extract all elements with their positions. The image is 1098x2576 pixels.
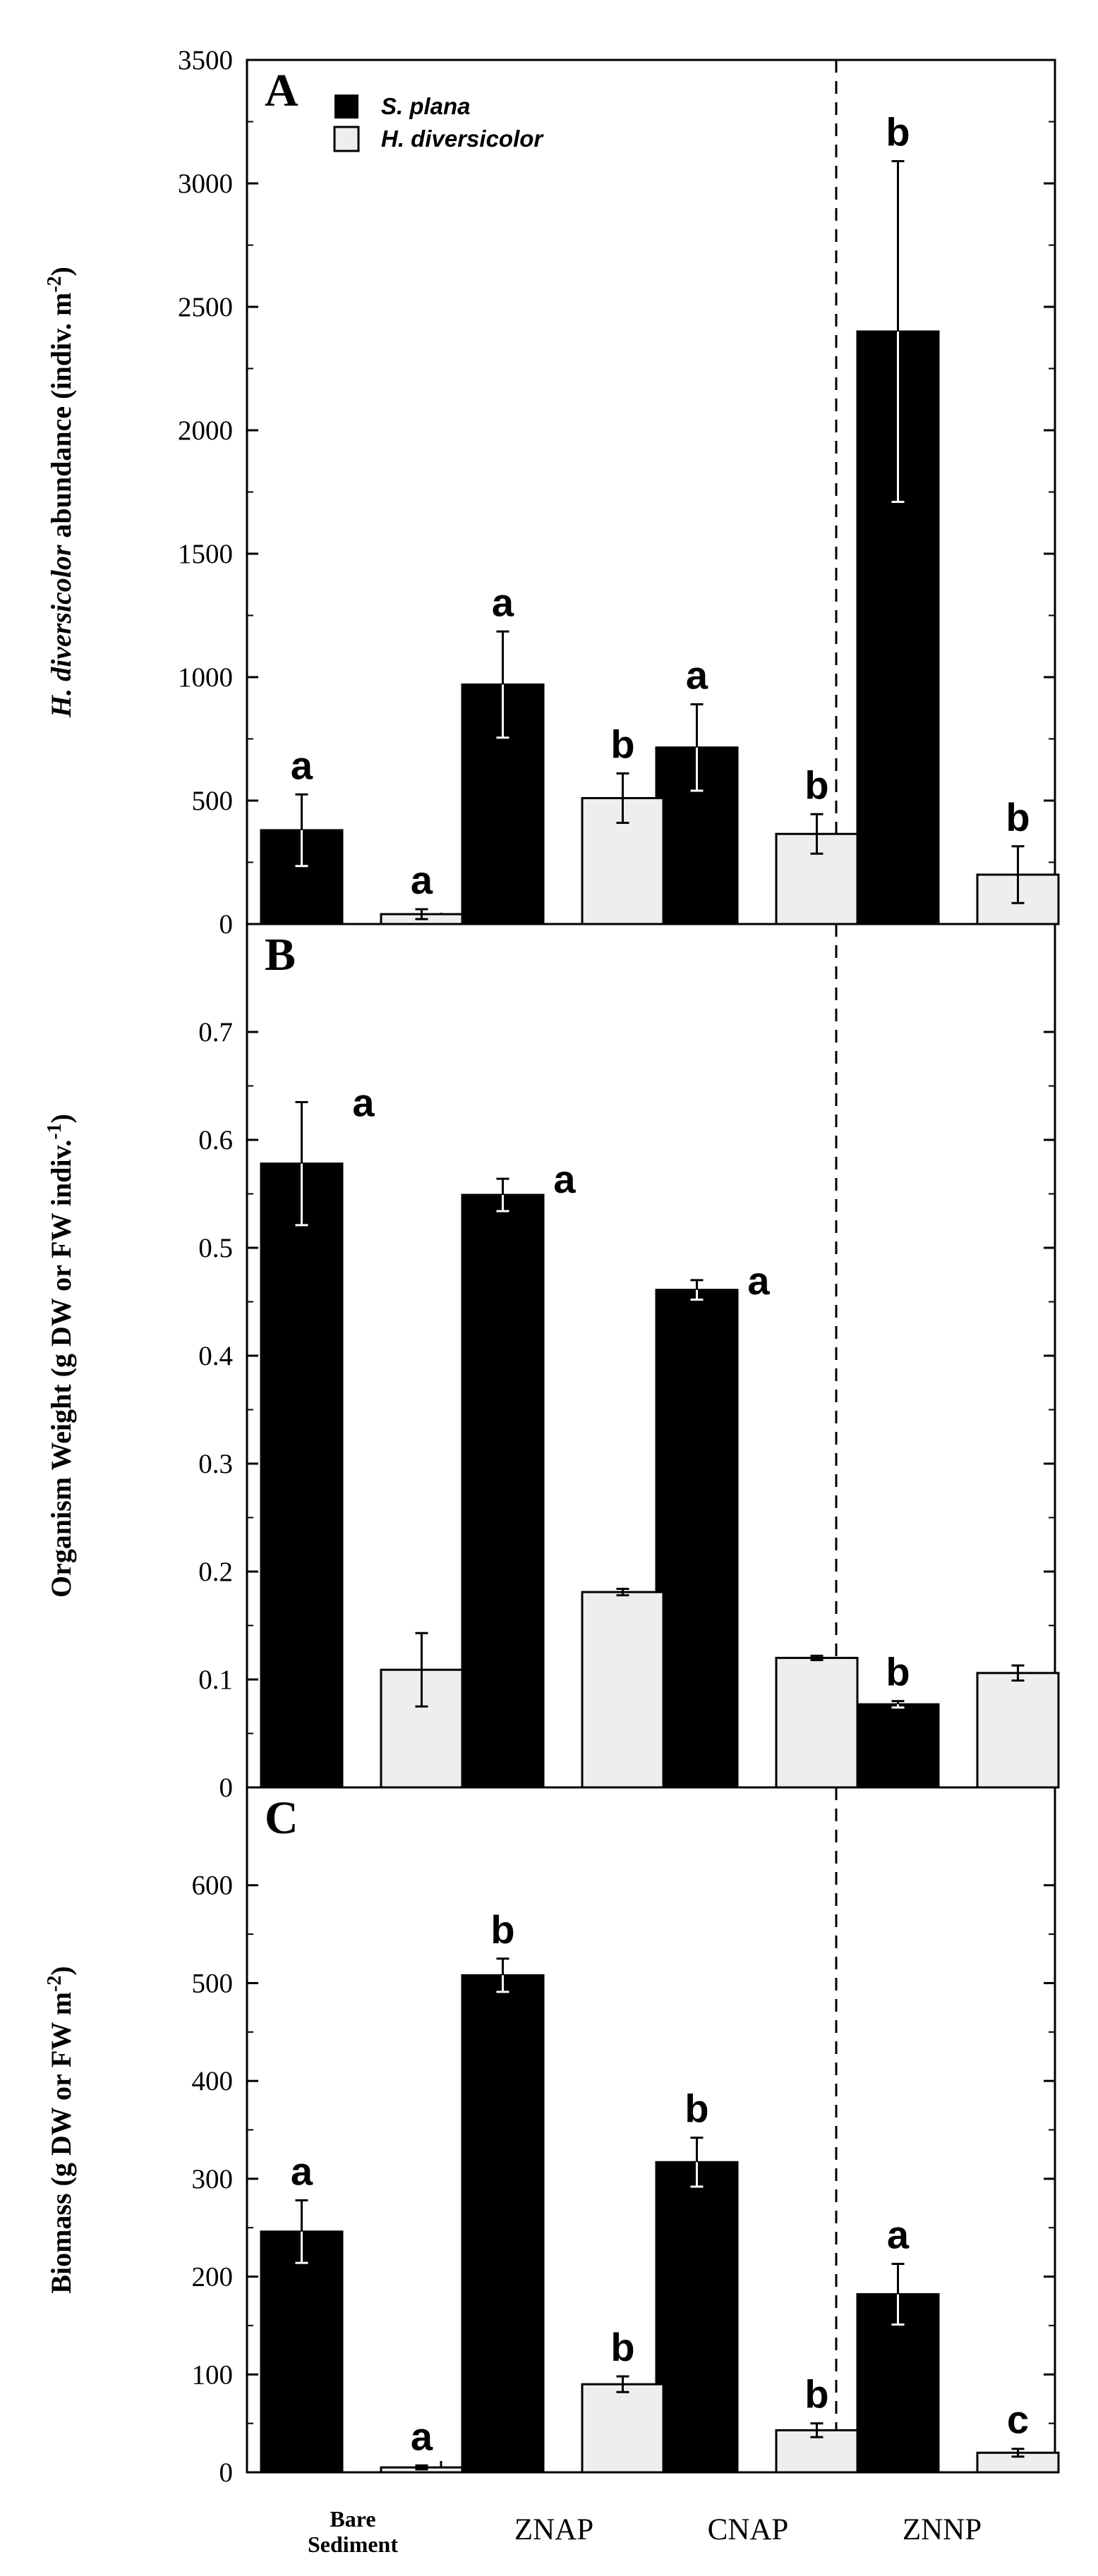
y-axis-title-end: ) [45,267,77,276]
significance-letter: a [747,1258,770,1303]
y-tick-label: 0.4 [198,1341,233,1371]
h-diversicolor-bar [581,2383,665,2474]
panel-c: 0 100 200 300 400 500 600 a b b a a b b c C Biomass (g D… [44,1786,1060,2488]
significance-letter: b [804,763,828,807]
significance-letter: a [291,743,313,787]
y-tick-label: 200 [192,2262,234,2292]
h-diversicolor-bar [976,1672,1060,1789]
x-label-znap: ZNAP [514,2513,593,2546]
x-label-bare-line1: Bare [330,2506,375,2532]
significance-letter: a [887,2213,910,2257]
legend-swatch-h-diversicolor [333,126,360,152]
s-plana-bar [260,2230,344,2474]
significance-letter: a [411,2414,433,2458]
panel-a: 0 500 1000 1500 2000 2500 3000 3500 a a a b a b b b A H. … [44,45,1060,940]
y-axis-title-end: ) [45,1114,77,1123]
y-tick-label: 400 [192,2066,234,2096]
y-tick-label: 0 [219,2457,234,2488]
s-plana-bar [856,1703,940,1789]
y-tick-label: 0 [219,1773,234,1803]
significance-letter: b [610,722,634,767]
y-axis-title-superscript: -2 [44,276,66,292]
significance-letter: a [492,580,514,624]
significance-letter: a [411,858,433,902]
x-label-znnp: ZNNP [903,2513,982,2546]
y-tick-label: 300 [192,2164,234,2194]
s-plana-bar [461,1193,545,1789]
panel-letter: C [265,1792,298,1844]
panels: 0500100015002000250030003500aaababbbAH. … [44,45,1060,2488]
s-plana-bar [461,1974,545,2474]
legend-label-h-diversicolor: H. diversicolor [381,126,544,152]
y-tick-label: 0.1 [198,1665,233,1695]
y-axis-title-text: abundance (indiv. m [45,293,77,545]
y-axis-title: Organism Weight (g DW or FW indiv.-1) [44,1114,77,1598]
significance-letter: a [352,1080,375,1124]
panel-b: 0 0.1 0.2 0.3 0.4 0.5 0.6 0.7 a a a b B Organism Weig… [44,923,1060,1803]
y-axis-title-text: Biomass (g DW or FW m [45,1992,77,2294]
significance-letter: b [610,2325,634,2369]
h-diversicolor-bar [775,1656,859,1789]
legend-label-s-plana: S. plana [381,93,471,119]
y-tick-label: 3500 [178,45,233,75]
y-axis-title: Biomass (g DW or FW m-2) [44,1966,77,2293]
significance-letter: b [1006,795,1030,839]
y-tick-label: 0.2 [198,1557,233,1587]
h-diversicolor-bar [581,1591,665,1789]
y-tick-label: 0.6 [198,1125,233,1155]
y-axis-title-text: Organism Weight (g DW or FW indiv. [45,1140,77,1598]
significance-letter: b [490,1907,514,1952]
s-plana-bar [655,1289,739,1789]
x-label-cnap: CNAP [708,2513,789,2546]
y-tick-label: 1000 [178,662,233,693]
y-tick-label: 0.3 [198,1449,233,1479]
significance-letter: b [684,2086,708,2131]
y-tick-label: 0.5 [198,1233,233,1263]
significance-letter: a [686,653,708,698]
h-diversicolor-bar [775,2429,859,2474]
y-tick-label: 0 [219,909,234,940]
y-tick-label: 500 [192,1968,234,1998]
panel-letter: B [265,929,296,980]
y-tick-label: 1500 [178,539,233,569]
y-tick-label: 2000 [178,415,233,446]
y-axis-title-italic: H. diversicolor [45,545,77,718]
significance-letter: b [804,2372,828,2417]
x-category-labels: Bare Sediment ZNAP CNAP ZNNP [308,2506,982,2557]
significance-letter: a [553,1157,576,1201]
y-axis-title-end: ) [45,1966,77,1975]
significance-letter: c [1007,2398,1029,2442]
y-axis-title-superscript: -1 [44,1123,66,1139]
y-tick-label: 100 [192,2359,234,2390]
x-label-bare-line2: Sediment [308,2532,398,2557]
y-tick-label: 3000 [178,169,233,199]
significance-letter: a [291,2149,313,2193]
panel-letter: A [265,65,298,116]
y-axis-title: H. diversicolor abundance (indiv. m-2) [44,267,77,718]
y-tick-label: 2500 [178,292,233,322]
y-tick-label: 600 [192,1871,234,1901]
y-axis-title-superscript: -2 [44,1976,66,1992]
significance-letter: b [886,110,910,154]
y-tick-label: 0.7 [198,1017,233,1047]
significance-letter: b [886,1650,910,1694]
s-plana-bar [260,1162,344,1789]
legend-swatch-s-plana [334,95,358,119]
s-plana-bar [655,2161,739,2474]
legend: S. plana H. diversicolor [333,93,544,152]
y-tick-label: 500 [192,786,234,816]
